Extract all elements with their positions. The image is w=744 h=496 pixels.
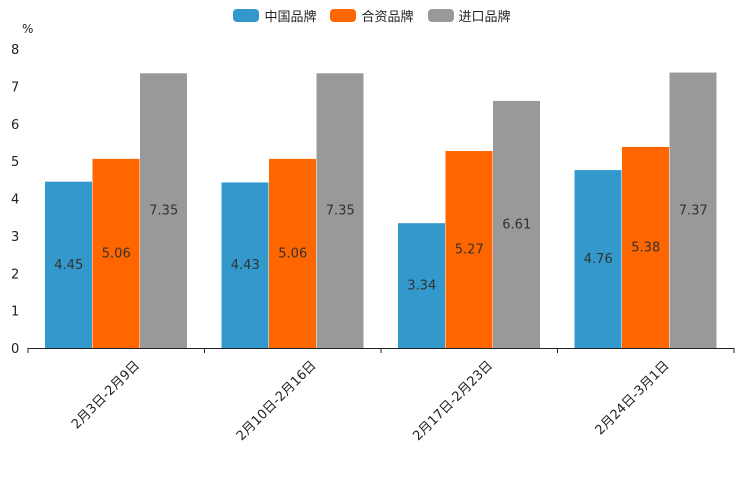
legend-swatch-joint-venture-brand: [330, 9, 357, 22]
y-tick-label: 5: [11, 155, 19, 170]
bar: [493, 100, 540, 348]
legend-label-china-brand: 中国品牌: [264, 10, 317, 25]
data-label: 5.06: [102, 246, 131, 261]
data-label: 7.35: [326, 204, 355, 219]
bar: [398, 223, 445, 348]
bar: [221, 182, 269, 348]
x-tick-label: 2月10日-2月16日: [234, 358, 320, 444]
data-label: 4.43: [231, 258, 260, 273]
y-tick-label: 4: [11, 193, 19, 208]
data-label: 5.38: [631, 240, 660, 255]
y-tick-label: 6: [11, 118, 19, 133]
data-label: 5.27: [455, 243, 484, 258]
legend-label-import-brand: 进口品牌: [458, 10, 511, 25]
x-tick-label: 2月17日-2月23日: [410, 358, 496, 444]
x-tick-label: 2月24日-3月1日: [593, 358, 673, 438]
y-tick-label: 2: [11, 267, 19, 282]
bar: [445, 151, 493, 348]
y-axis-label: %: [22, 22, 33, 36]
data-label: 6.61: [502, 217, 531, 232]
data-label: 7.37: [679, 203, 708, 218]
y-tick-label: 7: [11, 80, 19, 95]
legend-label-joint-venture-brand: 合资品牌: [361, 10, 414, 25]
legend-swatch-import-brand: [427, 9, 454, 22]
data-label: 7.35: [149, 204, 178, 219]
legend-swatch-china-brand: [233, 9, 260, 22]
y-tick-label: 3: [11, 230, 19, 245]
bar: [140, 73, 187, 348]
legend: 中国品牌 合资品牌 进口品牌: [0, 6, 744, 25]
y-tick-label: 1: [11, 305, 19, 320]
data-label: 4.76: [584, 252, 613, 267]
data-label: 5.06: [278, 246, 307, 261]
data-label: 4.45: [54, 258, 83, 273]
x-tick-label: 2月3日-2月9日: [69, 358, 143, 432]
bar: [92, 158, 140, 348]
bar: [269, 158, 316, 348]
legend-item-china-brand[interactable]: 中国品牌: [233, 6, 316, 25]
bar: [669, 72, 717, 348]
bar: [574, 170, 622, 348]
bar: [622, 146, 669, 348]
legend-item-joint-venture-brand[interactable]: 合资品牌: [330, 6, 414, 25]
y-tick-label: 0: [11, 342, 19, 357]
y-tick-label: 8: [11, 43, 19, 58]
bar: [45, 181, 92, 348]
legend-item-import-brand[interactable]: 进口品牌: [427, 6, 511, 25]
data-label: 3.34: [407, 279, 436, 294]
bar: [316, 73, 364, 348]
